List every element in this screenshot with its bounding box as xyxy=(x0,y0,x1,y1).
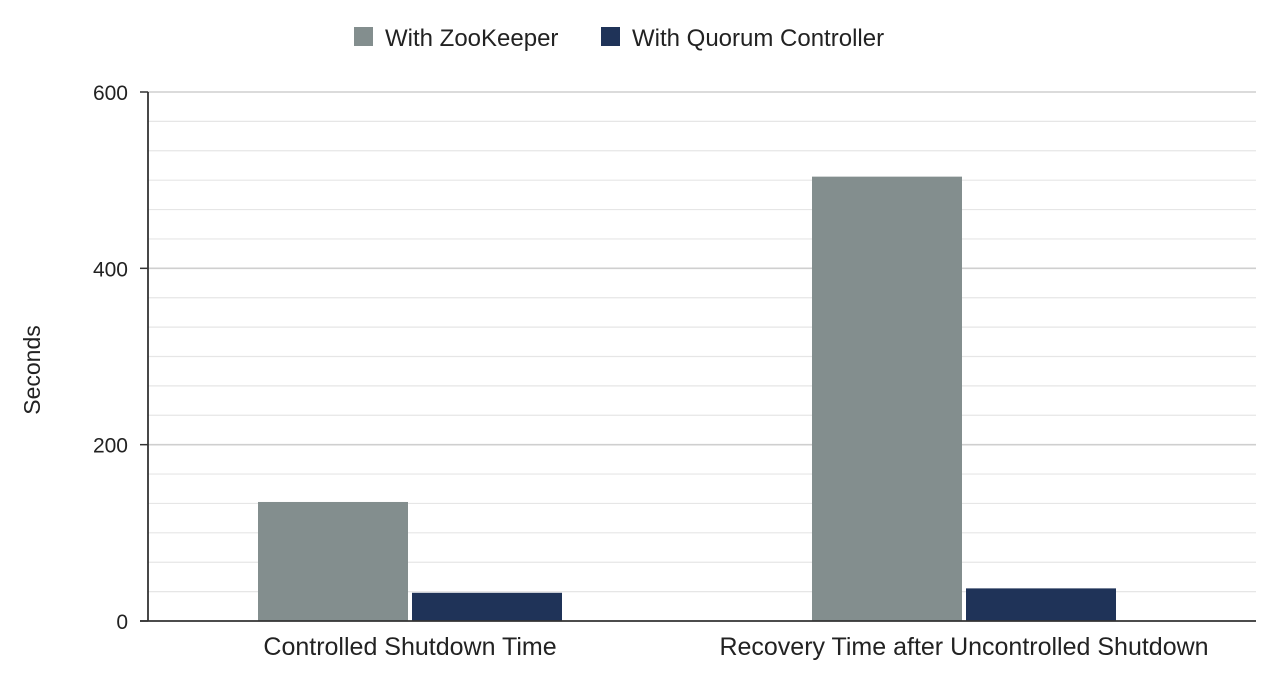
bar-quorum-controller-1 xyxy=(412,592,562,621)
y-tick-label: 600 xyxy=(93,82,128,105)
legend: With ZooKeeper With Quorum Controller xyxy=(354,25,884,52)
bar-zookeeper-2 xyxy=(812,176,962,621)
y-tick-label: 400 xyxy=(93,258,128,281)
axes xyxy=(140,91,1256,622)
x-category-label: Recovery Time after Uncontrolled Shutdow… xyxy=(719,633,1208,661)
x-category-label: Controlled Shutdown Time xyxy=(263,633,556,661)
legend-label: With ZooKeeper xyxy=(385,25,558,52)
legend-swatch xyxy=(354,27,373,46)
bars xyxy=(258,176,1116,621)
y-tick-labels: 0 200 400 600 xyxy=(93,82,128,634)
bar-zookeeper-1 xyxy=(258,501,408,621)
gridlines xyxy=(148,91,1256,593)
y-tick-label: 200 xyxy=(93,435,128,458)
y-tick-label: 0 xyxy=(116,611,128,634)
y-axis-title: Seconds xyxy=(19,325,45,415)
bar-quorum-controller-2 xyxy=(966,588,1116,621)
x-category-labels: Controlled Shutdown Time Recovery Time af… xyxy=(263,633,1208,661)
legend-label: With Quorum Controller xyxy=(632,25,884,52)
legend-swatch xyxy=(601,27,620,46)
